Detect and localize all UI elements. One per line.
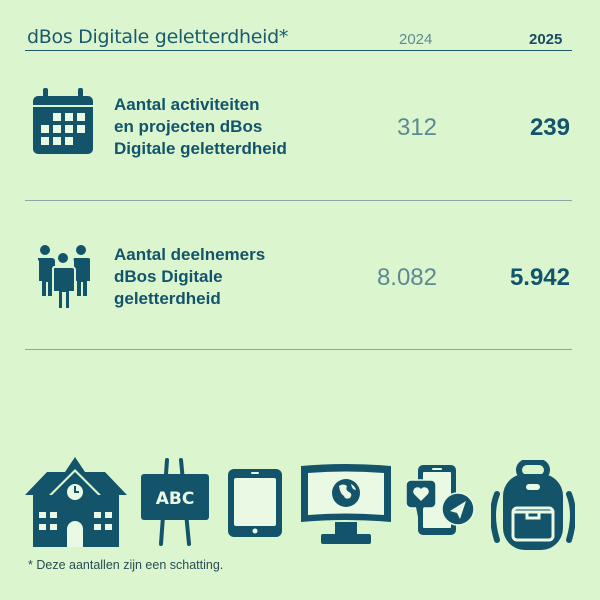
- row-divider: [25, 349, 572, 350]
- people-group-icon: [36, 244, 90, 310]
- value-2025-participants: 5.942: [509, 264, 570, 291]
- value-2024-activities: 312: [396, 114, 437, 141]
- tablet-icon: [228, 469, 282, 537]
- column-header-2024: 2024: [399, 31, 433, 48]
- backpack-icon: [491, 460, 575, 552]
- label-line: Aantal deelnemers: [114, 245, 266, 264]
- column-header-2025: 2025: [529, 31, 563, 48]
- label-line: dBos Digitale: [114, 267, 223, 286]
- school-building-icon: [25, 455, 127, 547]
- value-2024-participants: 8.082: [376, 264, 437, 291]
- footnote: * Deze aantallen zijn een schatting.: [28, 558, 224, 572]
- svg-text:ABC: ABC: [156, 489, 195, 509]
- page-title: dBos Digitale geletterdheid*: [27, 26, 289, 48]
- row-label-activities: Aantal activiteiten en projecten dBos Di…: [114, 94, 287, 160]
- monitor-globe-icon: [299, 462, 393, 546]
- header-divider: [25, 50, 572, 51]
- label-line: Aantal activiteiten: [114, 95, 260, 114]
- label-line: en projecten dBos: [114, 117, 263, 136]
- phone-social-icon: [406, 465, 478, 537]
- label-line: geletterdheid: [114, 289, 221, 308]
- row-divider: [25, 200, 572, 201]
- calendar-icon: [33, 88, 93, 156]
- label-line: Digitale geletterdheid: [114, 139, 287, 158]
- row-label-participants: Aantal deelnemers dBos Digitale geletter…: [114, 244, 265, 310]
- value-2025-activities: 239: [529, 114, 570, 141]
- abc-easel-icon: ABC: [139, 458, 211, 548]
